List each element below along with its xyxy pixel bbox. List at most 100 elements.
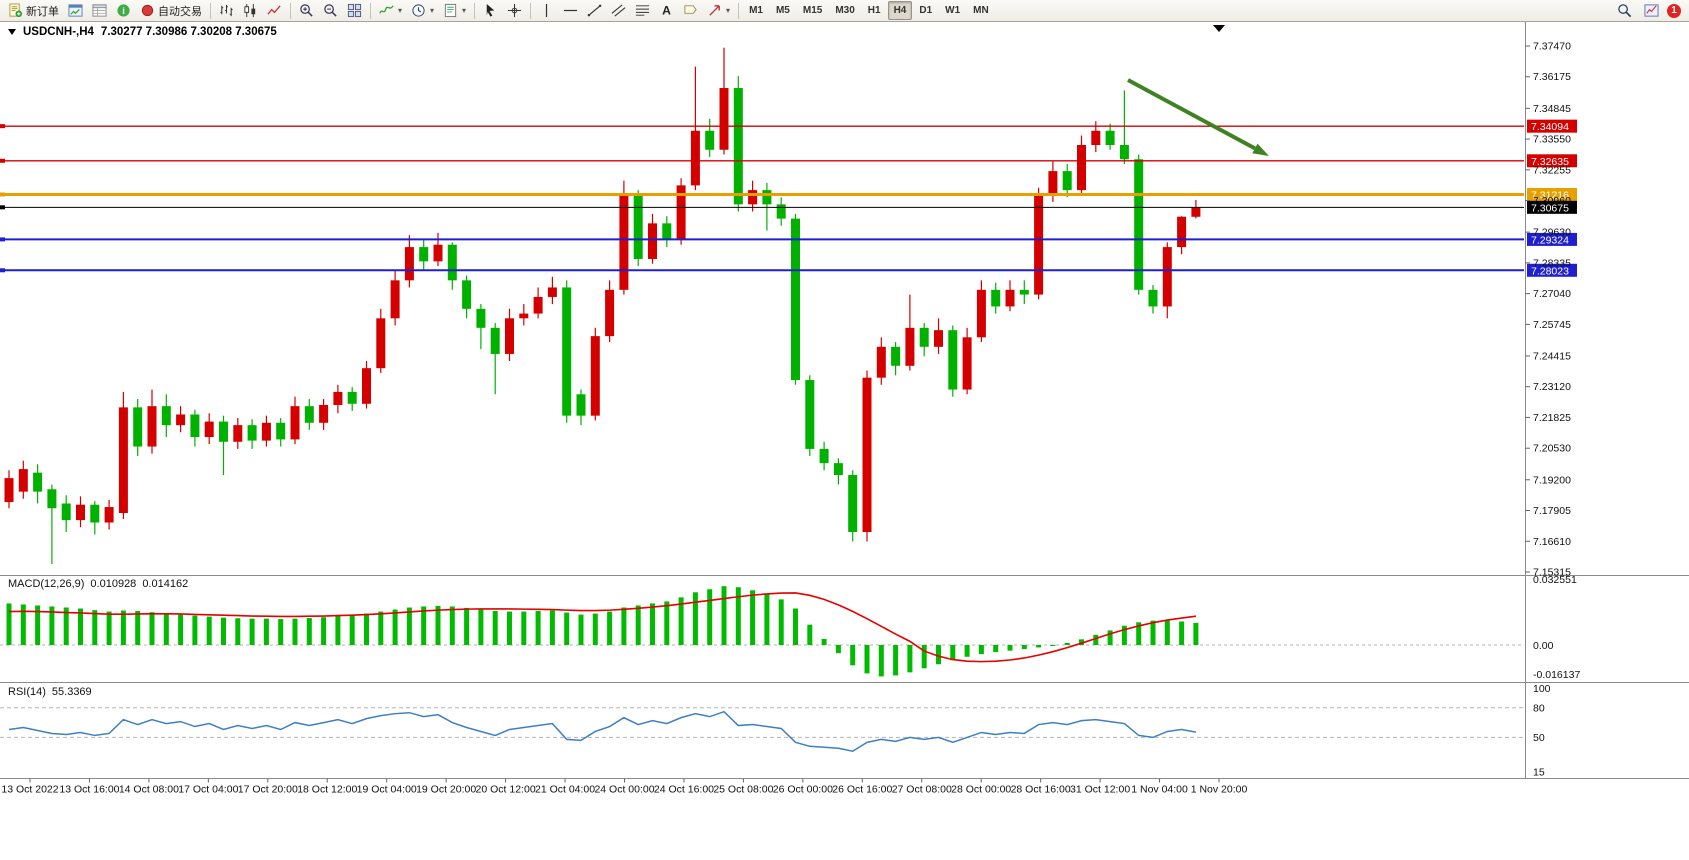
horizontal-line-button[interactable] [559,1,582,20]
notification-badge[interactable]: 1 [1667,3,1681,18]
templates-button[interactable]: ▾ [439,1,470,20]
candle-body [848,475,858,532]
macd-label: MACD(12,26,9) 0.010928 0.014162 [8,578,188,590]
price-axis-label: 7.19200 [1533,474,1571,486]
candle-body [376,318,386,369]
chart-window-icon [68,3,83,18]
timeframe-m5-button[interactable]: M5 [775,5,790,16]
price-axis-label: 7.17905 [1533,505,1571,517]
macd-histogram-bar [335,616,341,645]
candle [1119,90,1129,164]
quick-chart-button[interactable] [1640,1,1663,20]
rsi-name: RSI(14) [8,686,46,698]
timeframe-d1-button[interactable]: D1 [919,5,933,16]
time-axis[interactable] [0,779,1689,809]
fibonacci-button[interactable] [631,1,654,20]
macd-histogram-bar [950,645,956,661]
candle-body [362,368,371,404]
market-watch-button[interactable] [88,1,111,20]
timeframe-mn-button[interactable]: MN [973,5,989,16]
time-axis-label: 18 Oct 12:00 [297,784,357,796]
new-order-button[interactable]: 新订单 [4,1,63,20]
search-button[interactable] [1613,1,1636,20]
chart-window[interactable]: 7.34094 7.32635 7.312167.30675 7.29324 7.280… [0,22,1689,860]
candle [819,441,829,471]
macd-histogram-bar [20,604,26,645]
candlestick-chart-button[interactable] [239,1,262,20]
macd-histogram-bar [964,645,970,657]
price-axis-label: 7.28335 [1533,257,1571,269]
macd-histogram-bar [564,612,570,645]
tile-windows-button[interactable] [343,1,366,20]
macd-histogram-bar [1050,645,1056,646]
candle [404,235,414,288]
timeframe-w1-button[interactable]: W1 [945,5,961,16]
macd-histogram-bar [435,605,441,645]
new-order-button-label: 新订单 [26,5,59,18]
candle [633,190,643,267]
candle [1148,285,1158,314]
macd-histogram-bar [735,587,741,645]
price-axis-label: 7.16610 [1533,536,1571,548]
zoom-out-button[interactable] [319,1,342,20]
chart-windows-button[interactable] [64,1,87,20]
crosshair-button[interactable] [503,1,526,20]
text-button[interactable]: A [655,1,678,20]
macd-histogram-bar [778,599,784,645]
candle-body [619,194,629,290]
candle [104,499,114,530]
periods-button[interactable]: ▾ [407,1,438,20]
macd-histogram-bar [1150,620,1156,645]
candle-body [748,190,758,205]
cursor-button[interactable] [479,1,502,20]
symbol-period-label: USDCNH-,H4 [23,26,94,38]
market-watch-icon [92,3,107,18]
chart-title: USDCNH-,H4 7.30277 7.30986 7.30208 7.306… [8,26,277,38]
timeframe-h1-button[interactable]: H1 [867,5,881,16]
time-axis-label: 19 Oct 20:00 [416,784,476,796]
zoom-in-button[interactable] [295,1,318,20]
chart-canvas: 7.34094 7.32635 7.312167.30675 7.29324 7.280… [0,22,1689,809]
timeframe-h4-button[interactable]: H4 [887,1,913,20]
auto-trading-button[interactable]: 自动交易 [136,1,206,20]
macd-histogram-bar [49,606,55,645]
candle-body [1177,216,1187,248]
chart-plot[interactable] [0,22,1524,575]
data-window-button[interactable]: i [112,1,135,20]
candle [905,294,915,371]
candle-body [176,414,186,426]
candle [533,287,543,319]
channel-button[interactable] [607,1,630,20]
candle [1077,135,1086,195]
fibo-icon [635,3,650,18]
timeframe-m15-button[interactable]: M15 [802,5,823,16]
candle [433,232,443,267]
line-chart-button[interactable] [263,1,286,20]
candle [76,496,85,528]
arrows-button[interactable]: ▾ [703,1,734,20]
vertical-line-button[interactable] [535,1,558,20]
timeframe-m1-button[interactable]: M1 [749,5,763,16]
timeframe-m30-button[interactable]: M30 [835,5,855,16]
macd-histogram-bar [421,606,427,645]
svg-text:i: i [122,6,125,16]
trendline-button[interactable] [583,1,606,20]
label-button[interactable] [679,1,702,20]
scroll-position-marker [1213,25,1225,32]
candle [33,464,43,504]
candle-body [833,463,843,476]
macd-histogram-bar [607,611,613,645]
bar-chart-button[interactable] [215,1,238,20]
indicators-button[interactable]: ▾ [375,1,406,20]
candle-body [1134,159,1144,290]
trend-arrow[interactable] [1127,78,1269,156]
candle-body [204,421,214,438]
candle-body [419,247,429,262]
candle-body [1091,130,1101,146]
candle-body [590,336,600,416]
candle [919,323,929,357]
candle-body [705,130,715,150]
price-axis[interactable] [1526,22,1689,779]
candle [390,270,400,326]
candle-body [304,406,314,423]
